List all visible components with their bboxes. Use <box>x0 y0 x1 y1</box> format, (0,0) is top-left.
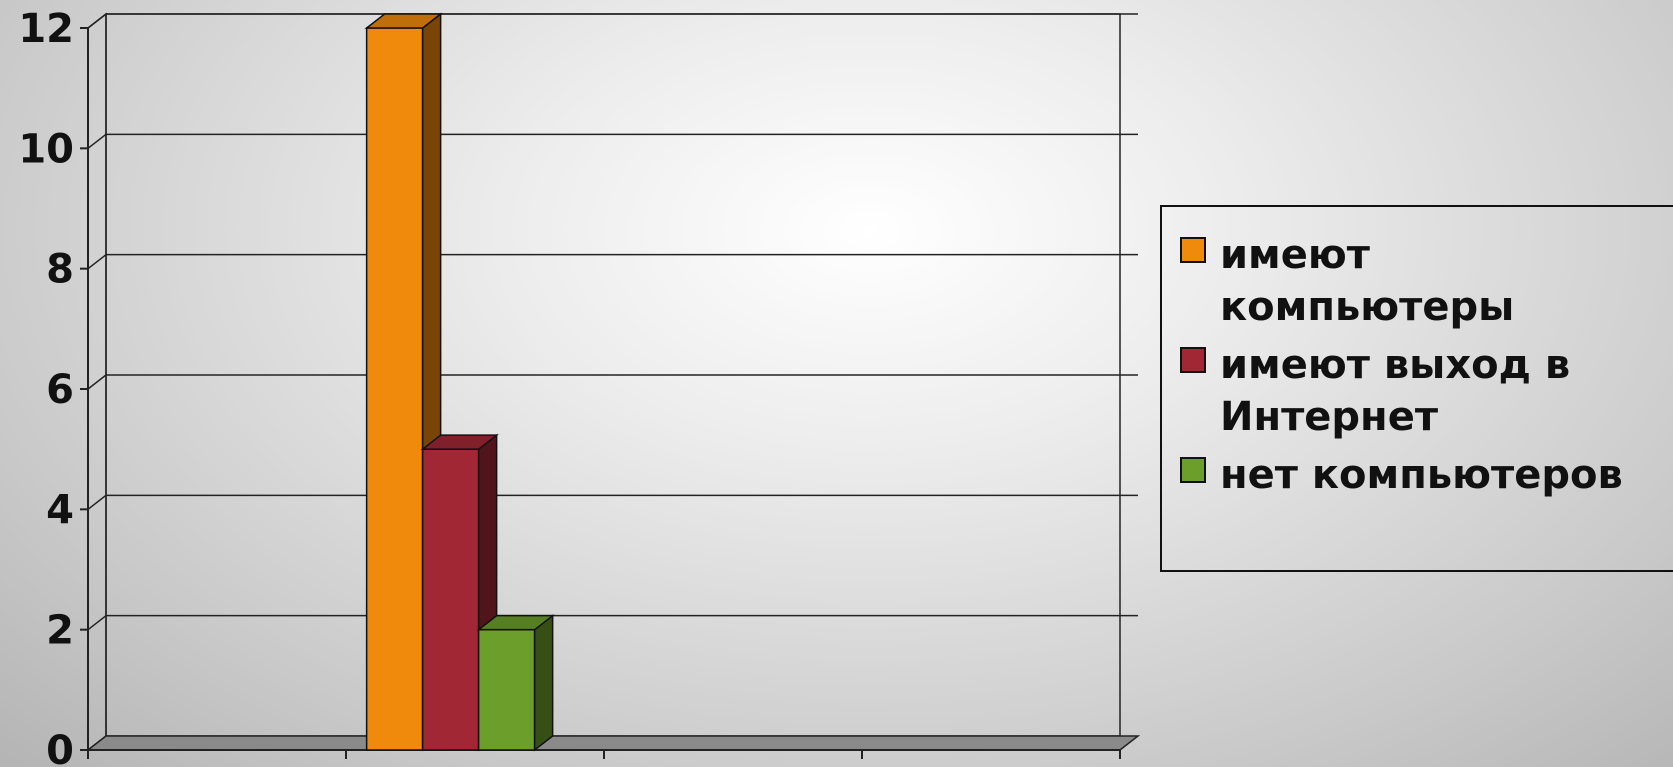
legend: имеют компьютеры имеют выход в Интернет … <box>1160 205 1673 572</box>
bar-front <box>365 27 424 751</box>
legend-swatch-internet <box>1180 347 1206 373</box>
gridline-side <box>87 133 107 149</box>
bar-2 <box>476 614 555 752</box>
y-tick-label: 8 <box>46 247 74 293</box>
bar-top <box>476 614 555 631</box>
y-tick-label: 2 <box>46 608 74 654</box>
y-tick-label: 12 <box>18 6 74 52</box>
legend-label-computers: имеют компьютеры <box>1220 232 1515 330</box>
bar-front <box>421 448 480 751</box>
gridline-side <box>87 494 107 510</box>
legend-item-no-computers: нет компьютеров <box>1180 449 1673 501</box>
bar-side <box>533 614 554 752</box>
bar-top <box>420 434 499 450</box>
gridline-side <box>87 615 107 631</box>
legend-swatch-computers <box>1180 237 1206 263</box>
bar-front <box>477 628 536 751</box>
floor <box>85 735 1141 751</box>
y-tick-label: 10 <box>18 126 74 172</box>
legend-item-computers: имеют компьютеры <box>1180 229 1673 333</box>
gridline-side <box>87 254 107 270</box>
legend-item-internet: имеют выход в Интернет <box>1180 339 1673 443</box>
y-tick-label: 6 <box>46 367 74 413</box>
gridline-side <box>87 374 107 390</box>
legend-swatch-no-computers <box>1180 457 1206 483</box>
y-tick-label: 4 <box>46 487 74 533</box>
legend-label-no-computers: нет компьютеров <box>1220 452 1623 498</box>
legend-label-internet: имеют выход в Интернет <box>1220 342 1571 440</box>
y-tick-label: 0 <box>46 728 74 767</box>
bar-top <box>364 13 443 29</box>
gridline-side <box>87 13 107 29</box>
